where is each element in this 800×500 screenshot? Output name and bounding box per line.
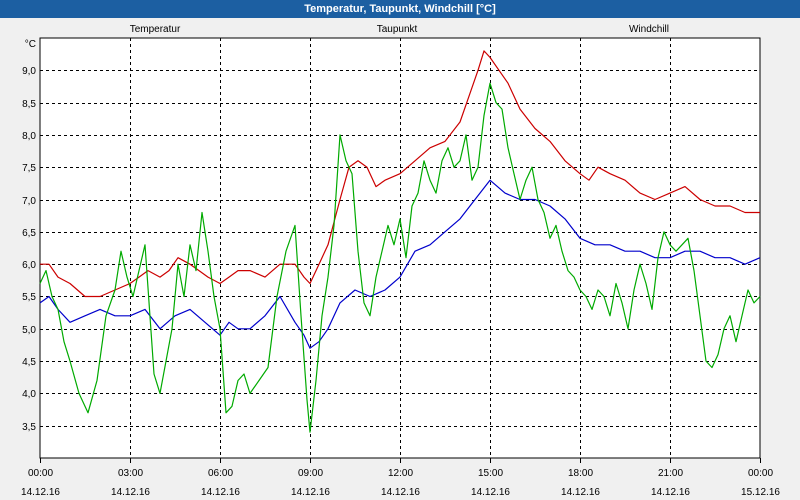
- y-tick-label: 9,0: [22, 66, 36, 77]
- x-tick-date: 14.12.16: [111, 487, 150, 498]
- series-line-windchill: [39, 82, 761, 433]
- legend-taupunkt: Taupunkt: [377, 24, 418, 35]
- x-tick-date: 14.12.16: [471, 487, 510, 498]
- x-tick-date: 14.12.16: [201, 487, 240, 498]
- x-tick-date: 14.12.16: [381, 487, 420, 498]
- x-tick-time: 00:00: [748, 468, 773, 479]
- series-line-temperatur: [40, 50, 760, 298]
- y-tick-label: 4,5: [22, 357, 36, 368]
- y-tick-label: 8,5: [22, 99, 36, 110]
- x-tick-date: 14.12.16: [651, 487, 690, 498]
- legend-temperatur: Temperatur: [130, 24, 181, 35]
- series-line-taupunkt: [39, 179, 761, 349]
- y-tick-label: 6,0: [22, 260, 36, 271]
- window-title: Temperatur, Taupunkt, Windchill [°C]: [0, 0, 800, 18]
- x-tick-time: 12:00: [388, 468, 413, 479]
- x-tick-time: 03:00: [118, 468, 143, 479]
- y-axis-label: °C: [25, 39, 36, 50]
- y-tick-label: 5,0: [22, 325, 36, 336]
- x-tick-date: 14.12.16: [21, 487, 60, 498]
- y-tick-label: 7,0: [22, 196, 36, 207]
- chart: 3,5 4,0 4,5 5,0 5,5 6,0 6,5 7,0 7,5 8,0 8,5 9,0 °C 00…: [21, 24, 780, 498]
- legend-windchill: Windchill: [629, 24, 669, 35]
- x-tick-time: 09:00: [298, 468, 323, 479]
- y-tick-label: 6,5: [22, 228, 36, 239]
- y-tick-label: 5,5: [22, 292, 36, 303]
- x-tick-time: 15:00: [478, 468, 503, 479]
- y-tick-label: 3,5: [22, 422, 36, 433]
- y-tick-label: 4,0: [22, 389, 36, 400]
- x-tick-time: 06:00: [208, 468, 233, 479]
- x-tick-time: 21:00: [658, 468, 683, 479]
- x-tick-time: 00:00: [28, 468, 53, 479]
- x-tick-date: 14.12.16: [561, 487, 600, 498]
- x-tick-time: 18:00: [568, 468, 593, 479]
- x-tick-date: 14.12.16: [291, 487, 330, 498]
- y-tick-label: 7,5: [22, 163, 36, 174]
- x-tick-date: 15.12.16: [741, 487, 780, 498]
- y-tick-label: 8,0: [22, 131, 36, 142]
